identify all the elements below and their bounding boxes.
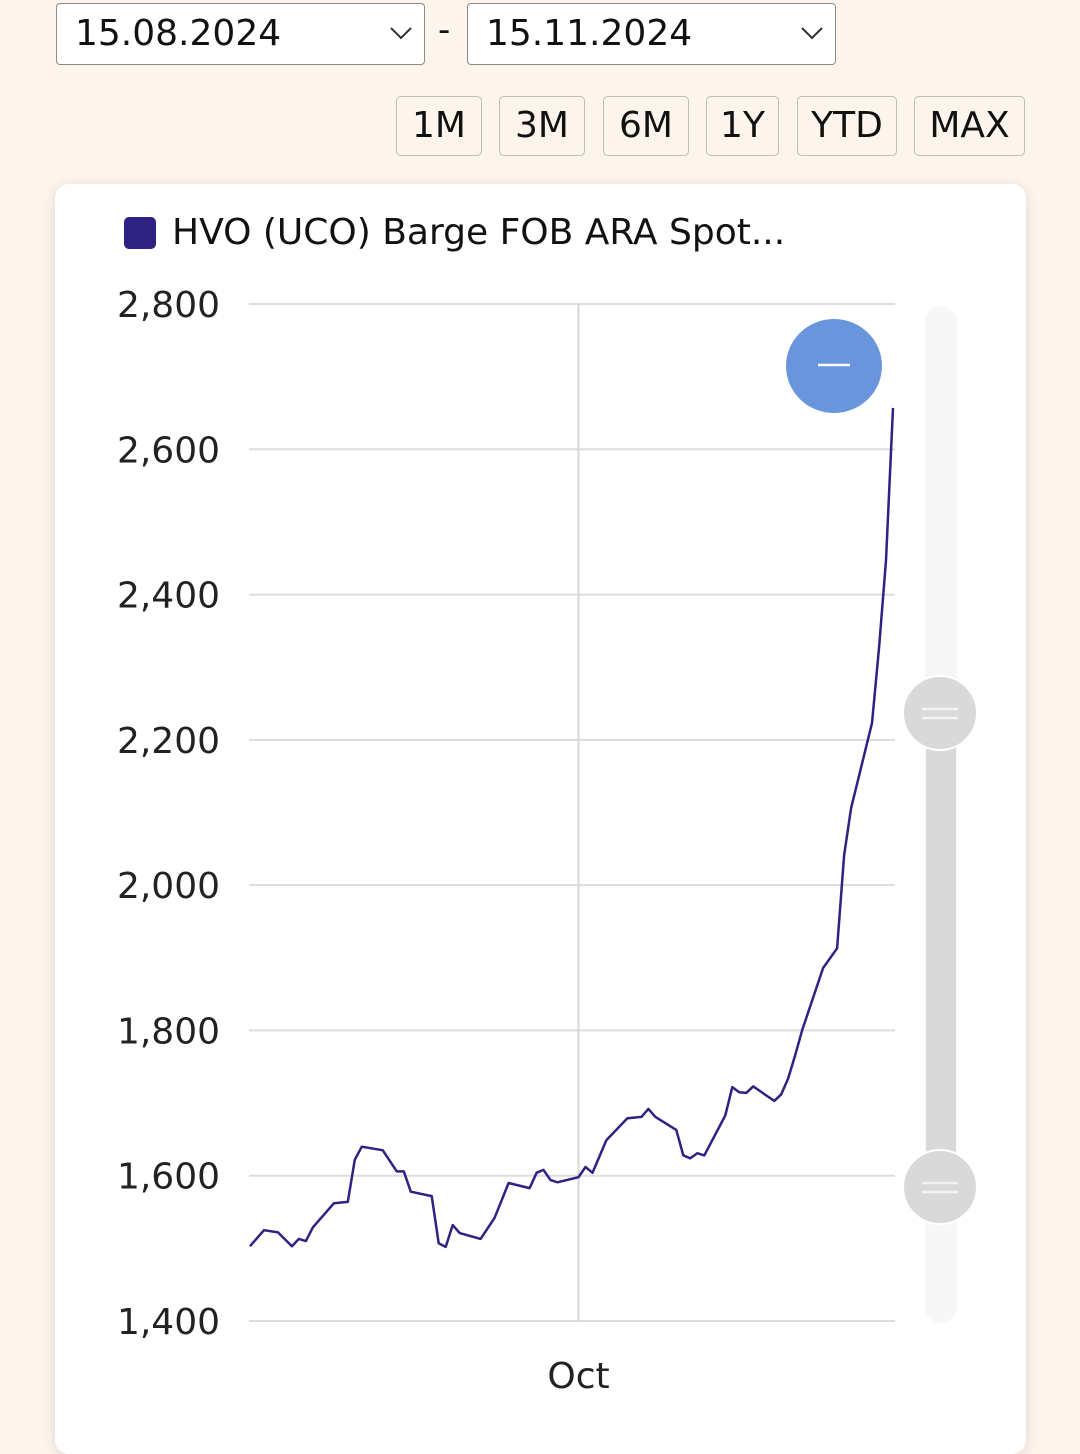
y-tick-label: 1,400 (117, 1302, 220, 1343)
legend-item[interactable]: HVO (UCO) Barge FOB ARA Spot... (124, 212, 785, 253)
x-tick-label: Oct (547, 1356, 609, 1397)
legend-swatch (124, 216, 156, 249)
from-date-select[interactable]: 15.08.2024 (56, 3, 425, 65)
to-date-value: 15.11.2024 (486, 13, 693, 54)
zoom-out-button[interactable] (786, 319, 882, 413)
date-range-separator: - (438, 10, 451, 50)
navigator-scrollbar[interactable] (902, 306, 978, 1323)
series-line (249, 407, 895, 1249)
range-button-3m[interactable]: 3M (499, 96, 585, 156)
to-date-select[interactable]: 15.11.2024 (467, 3, 836, 65)
range-button-6m[interactable]: 6M (603, 96, 689, 156)
from-date-value: 15.08.2024 (75, 13, 282, 54)
navigator-selected-range[interactable] (926, 713, 956, 1187)
navigator-handle-top[interactable] (902, 675, 978, 751)
range-button-ytd[interactable]: YTD (797, 96, 897, 156)
range-button-1m[interactable]: 1M (396, 96, 482, 156)
navigator-handle-bottom[interactable] (902, 1149, 978, 1225)
y-tick-label: 1,600 (117, 1157, 220, 1198)
chevron-down-icon (801, 27, 823, 40)
y-tick-label: 2,400 (117, 576, 220, 617)
legend-label: HVO (UCO) Barge FOB ARA Spot... (172, 212, 786, 253)
y-tick-label: 2,000 (117, 866, 220, 907)
range-button-1y[interactable]: 1Y (706, 96, 779, 156)
y-tick-label: 1,800 (117, 1011, 220, 1052)
y-tick-label: 2,200 (117, 721, 220, 762)
y-tick-label: 2,600 (117, 430, 220, 471)
chevron-down-icon (390, 27, 412, 40)
range-button-max[interactable]: MAX (914, 96, 1025, 156)
y-tick-label: 2,800 (117, 285, 220, 326)
